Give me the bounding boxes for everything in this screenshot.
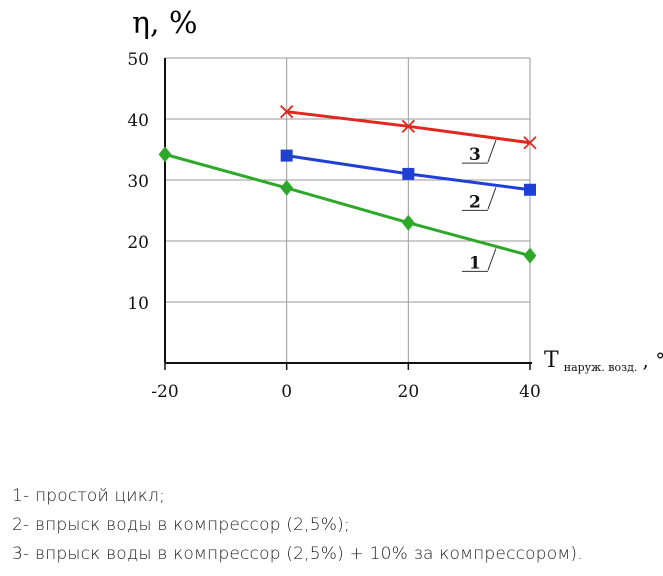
x-tick-label: 20	[398, 382, 420, 402]
series-line-1	[164, 152, 531, 258]
series-label-leader	[487, 187, 497, 210]
series-label-leader	[487, 140, 497, 163]
legend-item-3: 3- впрыск воды в компрессор (2,5%) + 10%…	[12, 544, 583, 564]
series-2	[280, 149, 536, 196]
y-tick-label: 50	[127, 50, 149, 70]
y-tick-label: 40	[127, 111, 149, 131]
x-axis-title-main: T	[544, 348, 559, 373]
x-tick-label: 0	[281, 382, 292, 402]
series-labels: 1 2 3	[461, 140, 497, 273]
series-label-text: 3	[469, 145, 481, 165]
y-tick-label: 20	[127, 233, 149, 253]
x-axis-title: T наруж. возд. , °C	[544, 348, 663, 375]
series-3	[280, 105, 537, 150]
data-point-cross	[401, 119, 415, 133]
data-point-square	[402, 167, 415, 180]
axes	[164, 58, 532, 364]
y-axis-title: η, %	[132, 6, 198, 41]
data-point-diamond	[158, 146, 172, 163]
series-label-text: 1	[469, 253, 481, 273]
data-point-square	[524, 183, 536, 196]
x-axis-title-unit: , °C	[642, 348, 663, 372]
y-tick-label: 10	[127, 294, 149, 314]
series-label-3: 3	[461, 140, 497, 165]
x-tick-label: -20	[151, 382, 178, 402]
grid	[165, 57, 531, 363]
legend-item-1: 1- простой цикл;	[12, 486, 165, 506]
data-point-diamond	[280, 179, 294, 196]
series	[158, 105, 537, 264]
series-1	[158, 146, 537, 264]
data-point-square	[280, 149, 293, 162]
data-point-cross	[523, 136, 537, 150]
series-label-1: 1	[461, 248, 497, 273]
x-axis-title-sub: наруж. возд.	[564, 361, 638, 374]
y-axis-title-text: η, %	[132, 6, 198, 41]
y-tick-label: 30	[127, 172, 149, 192]
tick-labels: 10 20 30 40 50 -20 0 20 40	[127, 50, 540, 402]
series-label-leader	[487, 248, 497, 271]
data-point-diamond	[523, 247, 537, 264]
legend: 1- простой цикл; 2- впрыск воды в компре…	[12, 482, 657, 569]
series-label-text: 2	[469, 192, 481, 212]
data-point-cross	[280, 105, 294, 119]
data-point-diamond	[401, 214, 415, 231]
efficiency-chart: 10 20 30 40 50 -20 0 20 40 1 2 3 η, % T наруж. воз…	[127, 6, 663, 402]
series-label-2: 2	[461, 187, 497, 212]
x-tick-label: 40	[519, 382, 541, 402]
legend-item-2: 2- впрыск воды в компрессор (2,5%);	[12, 515, 350, 535]
